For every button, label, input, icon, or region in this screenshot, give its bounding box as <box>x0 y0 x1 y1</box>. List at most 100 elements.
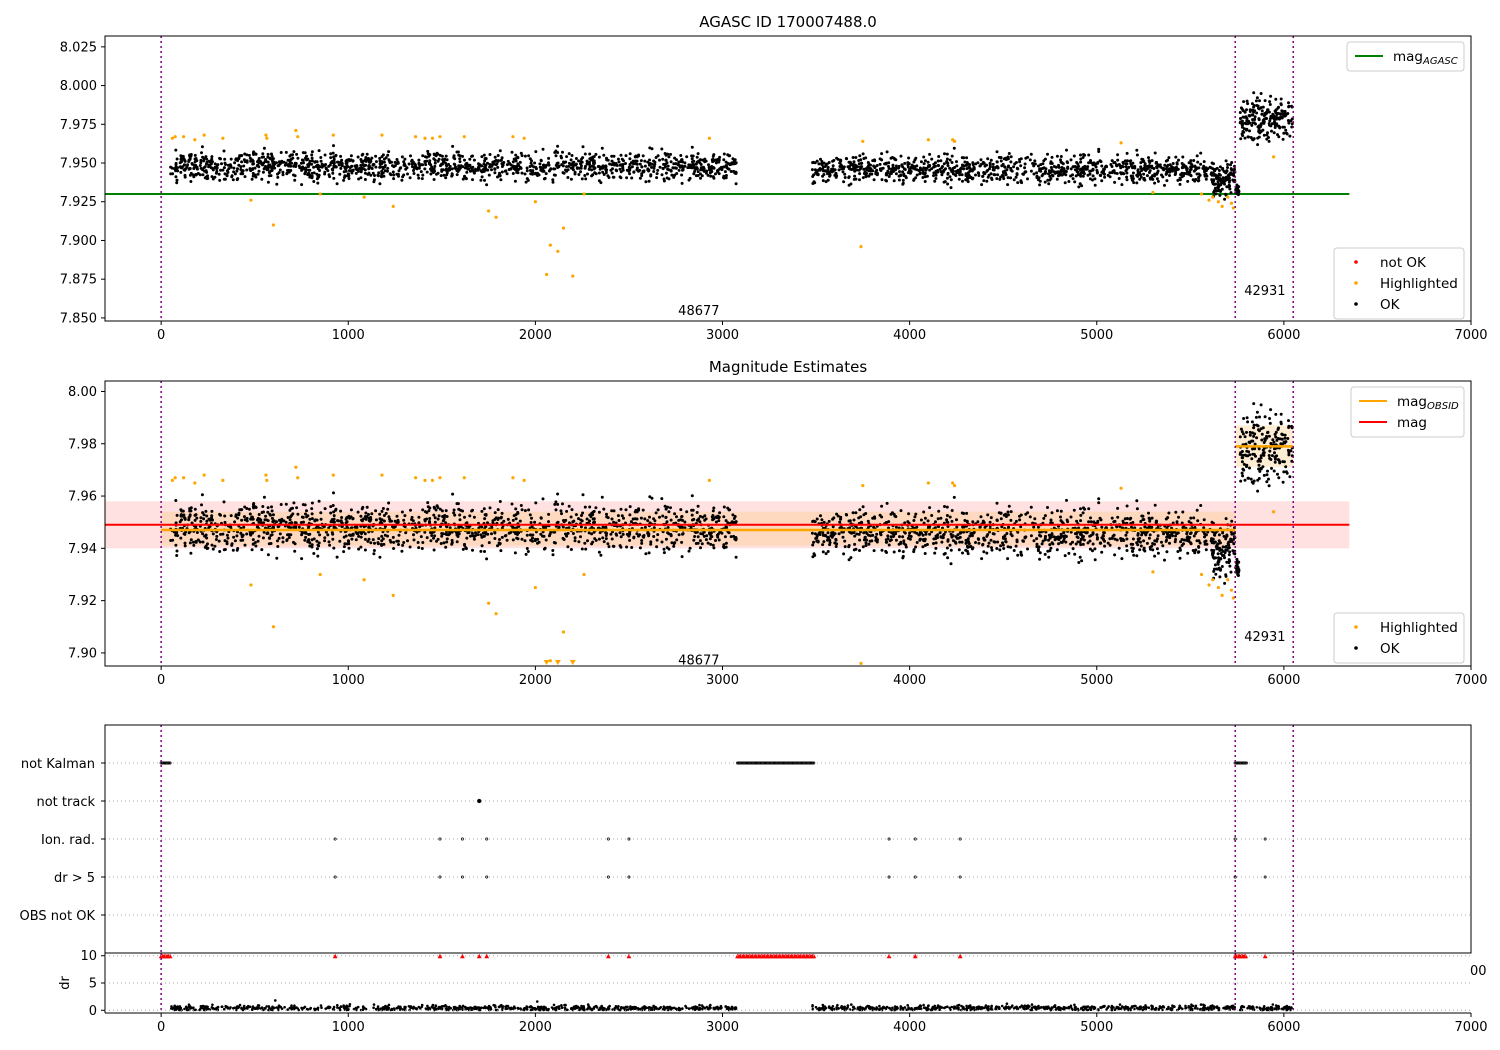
ok-point <box>473 534 477 538</box>
ok-point <box>813 161 817 165</box>
ok-point <box>536 541 539 545</box>
ok-point <box>401 543 405 547</box>
ok-point <box>312 180 316 183</box>
ok-point <box>923 180 927 183</box>
ok-point <box>696 174 700 177</box>
ok-point <box>553 151 557 154</box>
ok-point <box>1043 537 1047 541</box>
ok-point <box>342 545 346 549</box>
ok-point <box>409 508 412 512</box>
ok-point <box>268 512 272 516</box>
ok-point <box>316 543 320 547</box>
ok-point <box>1180 175 1184 179</box>
ok-point <box>529 161 533 165</box>
highlighted-point <box>1231 206 1235 210</box>
ok-point <box>1217 169 1221 172</box>
ok-point <box>864 544 868 547</box>
ok-point <box>990 176 993 180</box>
ok-point <box>565 155 569 159</box>
ok-point <box>1155 177 1159 181</box>
ok-point <box>1135 507 1139 511</box>
ok-point <box>250 515 254 519</box>
highlighted-point <box>952 139 957 143</box>
ok-point <box>227 167 231 171</box>
ok-point <box>650 165 653 169</box>
ok-point <box>858 549 861 552</box>
ok-point <box>240 154 244 157</box>
ok-point <box>426 505 430 509</box>
ok-point <box>714 520 718 524</box>
ok-point <box>1147 536 1151 540</box>
ok-point <box>571 168 575 172</box>
ok-point <box>606 158 610 162</box>
ok-point <box>901 165 905 169</box>
ok-point <box>254 544 258 548</box>
ok-point <box>853 169 857 173</box>
ok-point <box>932 542 935 545</box>
ok-point <box>225 540 229 544</box>
ok-point <box>249 159 253 163</box>
ok-point <box>1212 178 1216 182</box>
ok-point <box>663 165 667 169</box>
ok-point <box>946 182 950 186</box>
ok-point <box>217 172 221 176</box>
ok-point <box>239 531 243 535</box>
ok-point <box>722 515 726 519</box>
ok-point <box>614 162 618 165</box>
ok-point <box>497 173 501 177</box>
ok-point <box>329 511 333 515</box>
ok-point <box>417 515 421 519</box>
ok-point <box>327 164 331 168</box>
ok-point <box>300 533 304 537</box>
ok-point <box>690 494 694 498</box>
ok-point <box>625 176 629 180</box>
ok-point <box>520 154 524 158</box>
ok-point <box>681 532 684 536</box>
ok-point <box>194 164 198 167</box>
ok-point <box>985 551 989 555</box>
ok-point <box>1174 534 1177 538</box>
ok-point <box>1189 174 1193 178</box>
ok-point <box>1083 507 1087 511</box>
ok-point <box>310 150 314 154</box>
ok-point <box>852 160 856 164</box>
ok-point <box>441 515 445 518</box>
ok-point <box>1206 167 1210 171</box>
ok-point <box>201 532 205 536</box>
ok-point <box>498 538 501 541</box>
ok-point <box>1072 154 1076 158</box>
ok-point <box>539 532 543 536</box>
ok-point <box>296 156 300 160</box>
ok-point <box>892 179 896 183</box>
ok-point <box>1001 543 1005 547</box>
ok-point <box>472 537 476 541</box>
ok-point <box>637 169 640 173</box>
ok-point <box>433 526 437 530</box>
ok-point <box>514 532 518 536</box>
ok-point <box>871 533 875 537</box>
ok-point <box>1197 179 1201 182</box>
ok-point <box>1021 539 1025 543</box>
ok-point <box>880 152 884 156</box>
ok-point <box>300 557 304 561</box>
ok-point <box>698 514 702 518</box>
ok-point <box>717 519 721 523</box>
ok-point <box>338 172 342 176</box>
ok-point <box>471 178 474 182</box>
ok-point <box>1219 183 1223 186</box>
ok-point <box>665 176 669 180</box>
ok-point <box>433 169 437 173</box>
ok-point <box>1071 177 1075 181</box>
ok-point <box>1097 150 1101 153</box>
ok-point <box>577 173 581 176</box>
ok-point <box>695 160 699 164</box>
ok-point <box>329 161 333 165</box>
ok-point <box>439 164 442 168</box>
ok-point <box>245 532 249 536</box>
ok-point <box>183 544 187 548</box>
ok-point <box>301 151 305 155</box>
ok-point <box>936 159 940 163</box>
ok-point <box>542 169 546 173</box>
ok-point <box>464 546 468 550</box>
ok-point <box>1004 173 1008 176</box>
